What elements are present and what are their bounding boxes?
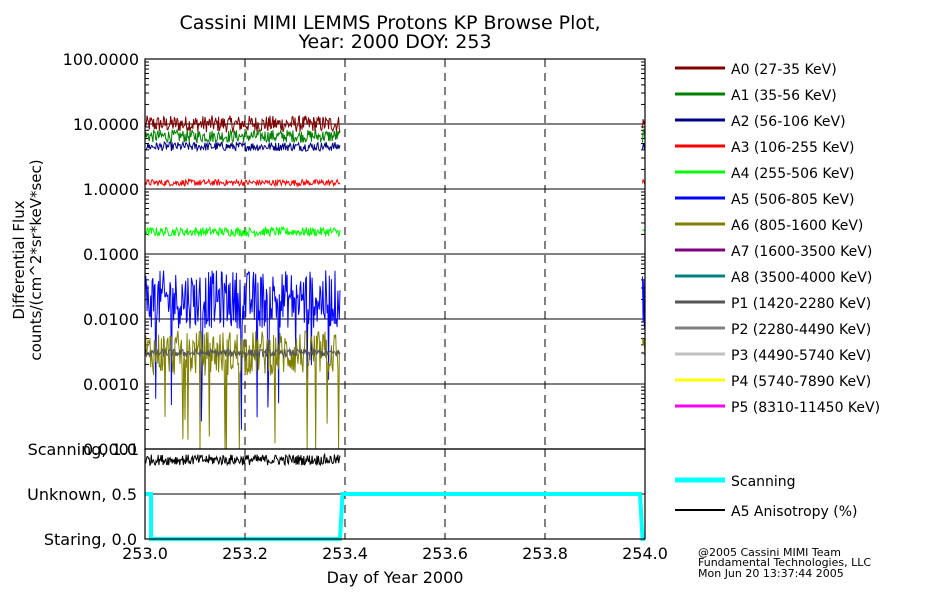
x-axis-label: Day of Year 2000 bbox=[327, 568, 464, 587]
credits: @2005 Cassini MIMI Team Fundamental Tech… bbox=[698, 546, 871, 580]
top-panel-y-ticks: 100.0000 10.0000 1.0000 0.1000 0.0100 0.0010 0… bbox=[63, 50, 139, 459]
bottom-panel-frame bbox=[144, 448, 646, 540]
y-tick-label-3: 0.1000 bbox=[83, 245, 139, 264]
x-tick-label-5: 254.0 bbox=[622, 544, 668, 563]
y-axis-label: Differential Flux counts/(cm^2*sr*keV*se… bbox=[10, 159, 45, 360]
chart-title: Cassini MIMI LEMMS Protons KP Browse Plo… bbox=[179, 12, 600, 34]
series-line-a2-seg0 bbox=[144, 140, 341, 153]
legend-top: A0 (27-35 KeV) A1 (35-56 KeV) A2 (56-106 K… bbox=[675, 62, 880, 416]
legend-label-bottom-1: A5 Anisotropy (%) bbox=[731, 504, 858, 520]
legend-label-a5: A5 (506-805 KeV) bbox=[731, 192, 854, 208]
bottom-y-tick-label-2: Staring, 0.0 bbox=[44, 530, 137, 549]
legend-label-a6: A6 (805-1600 KeV) bbox=[731, 218, 863, 234]
legend-label-a1: A1 (35-56 KeV) bbox=[731, 88, 837, 104]
y-tick-label-4: 0.0100 bbox=[83, 310, 139, 329]
credits-line3: Mon Jun 20 13:37:44 2005 bbox=[698, 567, 844, 580]
legend-bottom: Scanning A5 Anisotropy (%) bbox=[675, 474, 858, 520]
legend-label-p5: P5 (8310-11450 KeV) bbox=[731, 400, 880, 416]
series-line-p1-seg0 bbox=[145, 347, 341, 359]
x-tick-label-4: 253.8 bbox=[522, 544, 568, 563]
top-panel-grid bbox=[145, 58, 645, 450]
x-tick-label-2: 253.4 bbox=[322, 544, 368, 563]
x-tick-label-1: 253.2 bbox=[222, 544, 268, 563]
series-line-a1-seg0 bbox=[144, 128, 341, 145]
y-axis-label-line1: Differential Flux bbox=[10, 200, 28, 319]
y-tick-label-6: 0.0001 bbox=[83, 440, 139, 459]
legend-label-a2: A2 (56-106 KeV) bbox=[731, 114, 846, 130]
x-axis-ticks: 253.0 253.2 253.4 253.6 253.8 254.0 bbox=[122, 533, 668, 563]
bottom-y-tick-label-0: Scanning, 1.0 bbox=[28, 440, 137, 459]
legend-label-bottom-0: Scanning bbox=[731, 474, 796, 490]
legend-label-p3: P3 (4490-5740 KeV) bbox=[731, 348, 871, 364]
top-panel-series bbox=[144, 114, 646, 449]
chart-subtitle: Year: 2000 DOY: 253 bbox=[297, 31, 491, 53]
legend-label-p1: P1 (1420-2280 KeV) bbox=[731, 296, 871, 312]
y-axis-label-line2: counts/(cm^2*sr*keV*sec) bbox=[27, 159, 45, 360]
y-tick-label-2: 1.0000 bbox=[83, 180, 139, 199]
x-tick-label-0: 253.0 bbox=[122, 544, 168, 563]
y-tick-label-0: 100.0000 bbox=[63, 50, 139, 69]
series-line-a3-seg0 bbox=[144, 177, 341, 188]
x-tick-label-3: 253.6 bbox=[422, 544, 468, 563]
series-line-a4-seg0 bbox=[144, 225, 341, 238]
legend-label-p2: P2 (2280-4490 KeV) bbox=[731, 322, 871, 338]
legend-label-a0: A0 (27-35 KeV) bbox=[731, 62, 837, 78]
y-tick-label-1: 10.0000 bbox=[73, 115, 139, 134]
legend-label-a7: A7 (1600-3500 KeV) bbox=[731, 244, 872, 260]
legend-label-p4: P4 (5740-7890 KeV) bbox=[731, 374, 871, 390]
legend-label-a3: A3 (106-255 KeV) bbox=[731, 140, 854, 156]
series-line-a5-seg0 bbox=[144, 270, 341, 430]
bottom-y-tick-label-1: Unknown, 0.5 bbox=[27, 485, 137, 504]
credits-line1: @2005 Cassini MIMI Team bbox=[698, 546, 841, 559]
y-tick-label-5: 0.0010 bbox=[83, 375, 139, 394]
bottom-panel-y-ticks: Scanning, 1.0 Unknown, 0.5 Staring, 0.0 bbox=[27, 440, 137, 549]
series-line-a6-seg0 bbox=[144, 330, 341, 449]
series-line-scanning bbox=[145, 492, 645, 541]
bottom-panel-series bbox=[144, 452, 645, 541]
credits-line2: Fundamental Technologies, LLC bbox=[698, 556, 871, 569]
series-line-a5-anisotropy bbox=[144, 452, 341, 467]
legend-label-a8: A8 (3500-4000 KeV) bbox=[731, 270, 872, 286]
series-line-a0-seg0 bbox=[144, 114, 341, 133]
legend-label-a4: A4 (255-506 KeV) bbox=[731, 166, 854, 182]
